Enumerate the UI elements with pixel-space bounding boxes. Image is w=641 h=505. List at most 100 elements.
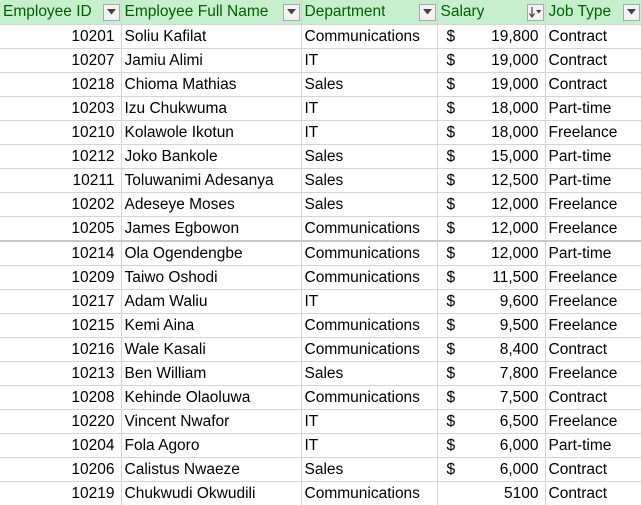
header-job-type[interactable]: Job Type: [545, 0, 641, 25]
department-cell[interactable]: Sales: [301, 192, 438, 217]
employee-id-cell[interactable]: 10208: [0, 385, 122, 410]
header-salary[interactable]: Salary: [437, 0, 546, 25]
employee-name-cell[interactable]: Kehinde Olaoluwa: [121, 385, 302, 410]
department-cell[interactable]: IT: [301, 433, 438, 458]
employee-id-cell[interactable]: 10207: [0, 48, 122, 73]
department-cell[interactable]: Communications: [301, 265, 438, 290]
department-cell[interactable]: IT: [301, 289, 438, 314]
job-type-cell[interactable]: Part-time: [545, 240, 641, 266]
employee-id-cell[interactable]: 10215: [0, 313, 122, 338]
header-department[interactable]: Department: [301, 0, 438, 25]
job-type-cell[interactable]: Contract: [545, 24, 641, 49]
employee-id-cell[interactable]: 10211: [0, 168, 122, 193]
job-type-cell[interactable]: Freelance: [545, 216, 641, 242]
job-type-cell[interactable]: Contract: [545, 385, 641, 410]
department-cell[interactable]: IT: [301, 120, 438, 145]
employee-id-cell[interactable]: 10202: [0, 192, 122, 217]
salary-cell[interactable]: $12,000: [437, 240, 546, 266]
department-cell[interactable]: Communications: [301, 24, 438, 49]
salary-cell[interactable]: $18,000: [437, 96, 546, 121]
employee-id-cell[interactable]: 10219: [0, 481, 122, 505]
job-type-cell[interactable]: Part-time: [545, 433, 641, 458]
header-employee-full-name[interactable]: Employee Full Name: [121, 0, 302, 25]
employee-name-cell[interactable]: Joko Bankole: [121, 144, 302, 169]
employee-id-cell[interactable]: 10216: [0, 337, 122, 362]
employee-id-cell[interactable]: 10201: [0, 24, 122, 49]
salary-cell[interactable]: $7,500: [437, 385, 546, 410]
department-cell[interactable]: Communications: [301, 216, 438, 242]
salary-cell[interactable]: $11,500: [437, 265, 546, 290]
job-type-cell[interactable]: Freelance: [545, 265, 641, 290]
salary-cell[interactable]: $8,400: [437, 337, 546, 362]
salary-cell[interactable]: $19,000: [437, 48, 546, 73]
salary-cell[interactable]: $15,000: [437, 144, 546, 169]
header-employee-id[interactable]: Employee ID: [0, 0, 122, 25]
department-cell[interactable]: IT: [301, 96, 438, 121]
department-cell[interactable]: Communications: [301, 481, 438, 505]
employee-id-cell[interactable]: 10213: [0, 361, 122, 386]
department-cell[interactable]: Communications: [301, 313, 438, 338]
salary-cell[interactable]: $6,000: [437, 457, 546, 482]
employee-name-cell[interactable]: Adeseye Moses: [121, 192, 302, 217]
job-type-cell[interactable]: Contract: [545, 72, 641, 97]
employee-name-cell[interactable]: Chukwudi Okwudili: [121, 481, 302, 505]
department-cell[interactable]: Sales: [301, 72, 438, 97]
salary-cell[interactable]: $9,600: [437, 289, 546, 314]
employee-name-cell[interactable]: Vincent Nwafor: [121, 409, 302, 434]
job-type-cell[interactable]: Contract: [545, 48, 641, 73]
employee-name-cell[interactable]: Adam Waliu: [121, 289, 302, 314]
department-cell[interactable]: Sales: [301, 361, 438, 386]
employee-name-cell[interactable]: Taiwo Oshodi: [121, 265, 302, 290]
employee-id-cell[interactable]: 10206: [0, 457, 122, 482]
filter-dropdown-icon[interactable]: [102, 3, 120, 21]
job-type-cell[interactable]: Contract: [545, 337, 641, 362]
employee-name-cell[interactable]: James Egbowon: [121, 216, 302, 242]
employee-name-cell[interactable]: Chioma Mathias: [121, 72, 302, 97]
job-type-cell[interactable]: Contract: [545, 457, 641, 482]
job-type-cell[interactable]: Freelance: [545, 361, 641, 386]
employee-name-cell[interactable]: Ola Ogendengbe: [121, 240, 302, 266]
job-type-cell[interactable]: Freelance: [545, 192, 641, 217]
department-cell[interactable]: Communications: [301, 337, 438, 362]
employee-name-cell[interactable]: Kemi Aina: [121, 313, 302, 338]
salary-cell[interactable]: $9,500: [437, 313, 546, 338]
employee-name-cell[interactable]: Kolawole Ikotun: [121, 120, 302, 145]
salary-cell[interactable]: $6,500: [437, 409, 546, 434]
filter-dropdown-icon[interactable]: [622, 3, 640, 21]
sort-descending-filter-icon[interactable]: [526, 3, 544, 21]
salary-cell[interactable]: $12,000: [437, 216, 546, 242]
filter-dropdown-icon[interactable]: [282, 3, 300, 21]
department-cell[interactable]: Communications: [301, 240, 438, 266]
employee-name-cell[interactable]: Wale Kasali: [121, 337, 302, 362]
employee-id-cell[interactable]: 10212: [0, 144, 122, 169]
job-type-cell[interactable]: Part-time: [545, 168, 641, 193]
filter-dropdown-icon[interactable]: [418, 3, 436, 21]
job-type-cell[interactable]: Freelance: [545, 409, 641, 434]
employee-name-cell[interactable]: Calistus Nwaeze: [121, 457, 302, 482]
job-type-cell[interactable]: Part-time: [545, 144, 641, 169]
department-cell[interactable]: Sales: [301, 168, 438, 193]
department-cell[interactable]: Sales: [301, 457, 438, 482]
employee-id-cell[interactable]: 10203: [0, 96, 122, 121]
employee-id-cell[interactable]: 10217: [0, 289, 122, 314]
employee-id-cell[interactable]: 10209: [0, 265, 122, 290]
department-cell[interactable]: IT: [301, 48, 438, 73]
employee-id-cell[interactable]: 10204: [0, 433, 122, 458]
salary-cell[interactable]: $6,000: [437, 433, 546, 458]
department-cell[interactable]: Sales: [301, 144, 438, 169]
employee-name-cell[interactable]: Soliu Kafilat: [121, 24, 302, 49]
employee-name-cell[interactable]: Jamiu Alimi: [121, 48, 302, 73]
job-type-cell[interactable]: Part-time: [545, 96, 641, 121]
salary-cell[interactable]: $12,000: [437, 192, 546, 217]
job-type-cell[interactable]: Freelance: [545, 313, 641, 338]
employee-id-cell[interactable]: 10210: [0, 120, 122, 145]
department-cell[interactable]: Communications: [301, 385, 438, 410]
employee-name-cell[interactable]: Ben William: [121, 361, 302, 386]
salary-cell[interactable]: 5100: [437, 481, 546, 505]
job-type-cell[interactable]: Freelance: [545, 120, 641, 145]
salary-cell[interactable]: $7,800: [437, 361, 546, 386]
employee-id-cell[interactable]: 10220: [0, 409, 122, 434]
employee-name-cell[interactable]: Fola Agoro: [121, 433, 302, 458]
job-type-cell[interactable]: Freelance: [545, 289, 641, 314]
employee-id-cell[interactable]: 10218: [0, 72, 122, 97]
